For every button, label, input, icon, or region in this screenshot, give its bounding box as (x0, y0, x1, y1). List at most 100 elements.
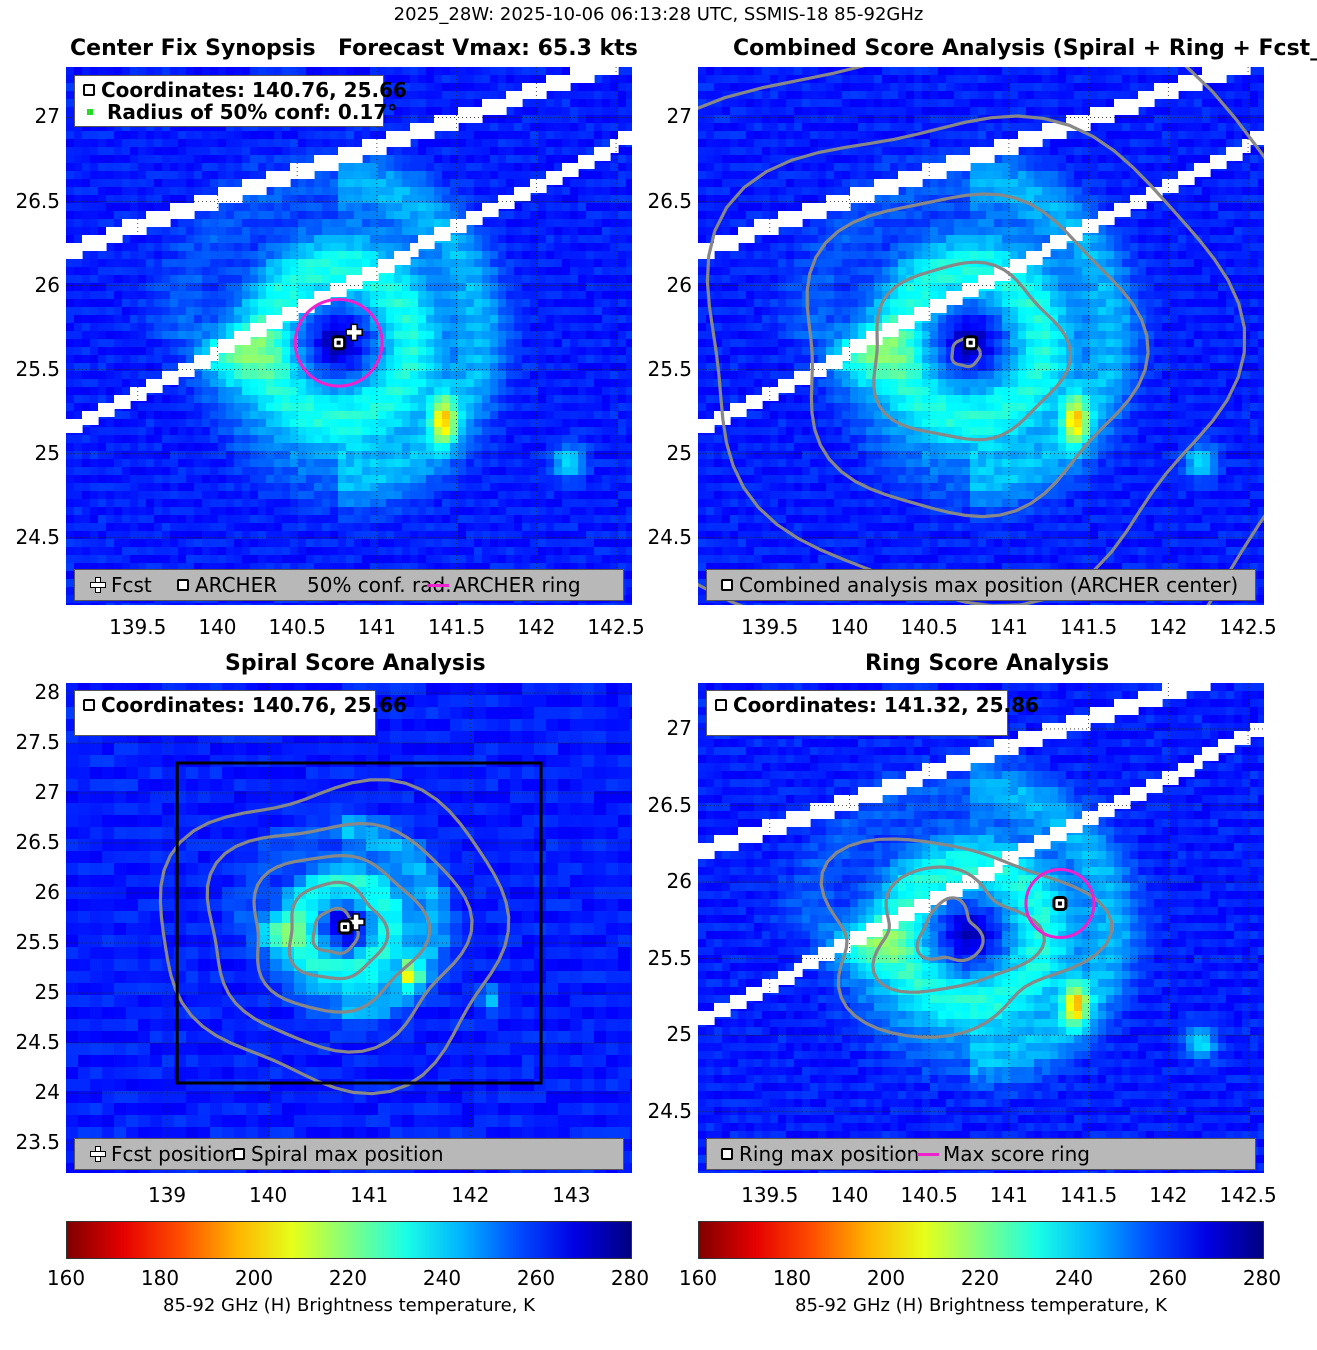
synopsis-cell (282, 531, 291, 540)
synopsis-cell (490, 371, 499, 380)
synopsis-cell (226, 219, 235, 228)
synopsis-cell (434, 395, 443, 404)
synopsis-cell (154, 195, 163, 204)
synopsis-cell (298, 323, 307, 332)
synopsis-cell (466, 235, 475, 244)
synopsis-cell (482, 387, 491, 396)
synopsis-cell (498, 251, 507, 260)
synopsis-cell (162, 507, 171, 516)
synopsis-cell (554, 555, 563, 564)
synopsis-cell (226, 259, 235, 268)
synopsis-cell (402, 403, 411, 412)
synopsis-cell (258, 291, 267, 300)
synopsis-cell (82, 443, 91, 452)
synopsis-cell (490, 603, 499, 605)
synopsis-cell (466, 379, 475, 388)
synopsis-cell (82, 171, 91, 180)
synopsis-cell (170, 507, 179, 516)
synopsis-cell (106, 267, 115, 276)
synopsis-cell (74, 203, 83, 212)
synopsis-cell (474, 275, 483, 284)
synopsis-cell (250, 475, 259, 484)
synopsis-cell (82, 331, 91, 340)
synopsis-cell (346, 315, 355, 324)
synopsis-cell (562, 67, 571, 76)
synopsis-cell (466, 323, 475, 332)
synopsis-cell (290, 251, 299, 260)
synopsis-cell (218, 163, 227, 172)
synopsis-cell (266, 395, 275, 404)
synopsis-cell (402, 435, 411, 444)
synopsis-cell (490, 339, 499, 348)
synopsis-cell (410, 547, 419, 556)
synopsis-cell (506, 283, 515, 292)
synopsis-cell (242, 427, 251, 436)
synopsis-cell (314, 331, 323, 340)
synopsis-cell (610, 307, 619, 316)
synopsis-cell (274, 427, 283, 436)
synopsis-cell (394, 355, 403, 364)
synopsis-cell (250, 395, 259, 404)
synopsis-swath-cell (602, 147, 611, 161)
synopsis-cell (282, 219, 291, 228)
synopsis-swath-cell (442, 227, 451, 241)
synopsis-cell (602, 403, 611, 412)
synopsis-cell (482, 555, 491, 564)
synopsis-cell (210, 283, 219, 292)
synopsis-cell (282, 259, 291, 268)
synopsis-cell (402, 155, 411, 164)
synopsis-cell (410, 155, 419, 164)
synopsis-cell (594, 475, 603, 484)
synopsis-cell (250, 275, 259, 284)
synopsis-cell (378, 395, 387, 404)
synopsis-cell (202, 235, 211, 244)
synopsis-cell (154, 307, 163, 316)
synopsis-swath-cell (74, 419, 83, 433)
synopsis-cell (570, 179, 579, 188)
synopsis-cell (618, 387, 627, 396)
synopsis-cell (266, 523, 275, 532)
synopsis-cell (74, 475, 83, 484)
synopsis-cell (610, 555, 619, 564)
synopsis-cell (290, 123, 299, 132)
synopsis-cell (178, 171, 187, 180)
synopsis-cell (298, 227, 307, 236)
synopsis-cell (602, 203, 611, 212)
synopsis-cell (258, 387, 267, 396)
synopsis-cell (90, 499, 99, 508)
synopsis-cell (242, 395, 251, 404)
synopsis-cell (338, 603, 347, 605)
synopsis-cell (602, 307, 611, 316)
synopsis-cell (370, 235, 379, 244)
synopsis-cell (578, 123, 587, 132)
synopsis-cell (586, 419, 595, 428)
synopsis-cell (202, 435, 211, 444)
synopsis-cell (594, 291, 603, 300)
synopsis-swath-cell (490, 203, 499, 217)
synopsis-cell (242, 243, 251, 252)
synopsis-cell (482, 259, 491, 268)
synopsis-cell (258, 203, 267, 212)
synopsis-cell (442, 451, 451, 460)
synopsis-cell (514, 603, 523, 605)
synopsis-cell (114, 435, 123, 444)
synopsis-cell (402, 339, 411, 348)
synopsis-cell (66, 507, 75, 516)
synopsis-cell (490, 291, 499, 300)
synopsis-cell (626, 419, 632, 428)
synopsis-cell (82, 531, 91, 540)
synopsis-cell (394, 483, 403, 492)
synopsis-cell (474, 267, 483, 276)
synopsis-cell (210, 211, 219, 220)
synopsis-cell (426, 523, 435, 532)
synopsis-cell (474, 563, 483, 572)
synopsis-cell (378, 163, 387, 172)
synopsis-cell (410, 259, 419, 268)
synopsis-cell (466, 363, 475, 372)
synopsis-cell (274, 139, 283, 148)
synopsis-cell (322, 547, 331, 556)
synopsis-cell (626, 211, 632, 220)
synopsis-cell (194, 531, 203, 540)
synopsis-cell (138, 211, 147, 220)
synopsis-cell (458, 331, 467, 340)
